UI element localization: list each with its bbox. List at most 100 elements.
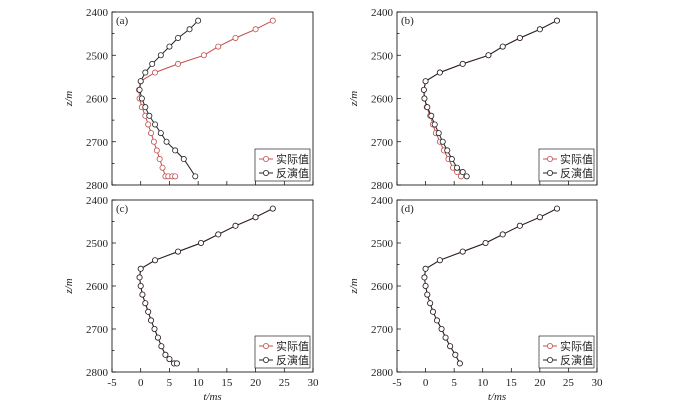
data-point	[442, 334, 449, 341]
y-tick-label: 2700	[371, 324, 394, 336]
y-tick-label: 2500	[86, 238, 109, 250]
x-tick-label: 10	[193, 377, 205, 389]
data-point	[137, 282, 144, 289]
legend-label: 反演值	[560, 353, 593, 367]
y-tick-label: 2600	[86, 281, 109, 293]
data-point	[420, 86, 427, 93]
data-point	[482, 239, 489, 246]
data-point	[159, 164, 166, 171]
y-tick-label: 2600	[86, 94, 109, 106]
y-tick-label: 2600	[371, 94, 394, 106]
data-point	[200, 52, 207, 59]
data-point	[137, 78, 144, 85]
data-point	[154, 334, 161, 341]
data-point	[554, 205, 561, 212]
y-tick-label: 2500	[371, 50, 394, 62]
data-point	[215, 231, 222, 238]
data-point	[459, 169, 466, 176]
legend-box	[538, 148, 595, 182]
x-tick-label: 15	[506, 377, 518, 389]
data-point	[142, 69, 149, 76]
data-point	[536, 214, 543, 221]
data-point	[269, 205, 276, 212]
data-point	[252, 214, 259, 221]
data-point	[433, 317, 440, 324]
series-line	[139, 208, 274, 364]
data-point	[136, 274, 143, 281]
x-tick-label: 10	[477, 377, 489, 389]
data-point	[145, 308, 152, 315]
data-point	[431, 121, 438, 128]
panel-label: (d)	[401, 203, 414, 215]
data-point	[435, 130, 442, 137]
panel-label: (a)	[116, 15, 129, 27]
y-tick-label: 2800	[371, 367, 394, 379]
data-point	[139, 291, 146, 298]
data-point	[137, 265, 144, 272]
data-point	[145, 121, 152, 128]
data-point	[148, 130, 155, 137]
data-point	[232, 34, 239, 41]
x-tick-label: 5	[167, 377, 173, 389]
x-tick-label: 20	[250, 377, 262, 389]
y-axis-label: z/m	[63, 91, 75, 107]
x-tick-label: 5	[451, 377, 457, 389]
legend-label: 实际值	[560, 339, 593, 353]
data-point	[148, 317, 155, 324]
legend-swatch-marker	[262, 356, 269, 363]
data-point	[138, 95, 145, 102]
x-tick-label: 30	[592, 377, 604, 389]
y-tick-label: 2800	[86, 180, 109, 192]
data-point	[175, 34, 182, 41]
y-tick-label: 2500	[371, 238, 394, 250]
data-point	[136, 86, 143, 93]
data-point	[459, 60, 466, 67]
legend-swatch-marker	[547, 169, 554, 176]
data-point	[427, 300, 434, 307]
data-point	[151, 325, 158, 332]
data-point	[428, 112, 435, 119]
data-point	[438, 325, 445, 332]
data-point	[232, 222, 239, 229]
data-point	[485, 52, 492, 59]
legend-swatch-marker	[547, 356, 554, 363]
data-point	[192, 173, 199, 180]
data-point	[157, 52, 164, 59]
data-point	[421, 95, 428, 102]
legend-label: 实际值	[276, 339, 309, 353]
legend-label: 反演值	[276, 166, 309, 180]
data-point	[463, 173, 470, 180]
x-tick-label: 25	[279, 377, 291, 389]
y-tick-label: 2500	[86, 50, 109, 62]
data-point	[447, 343, 454, 350]
x-tick-label: 15	[221, 377, 233, 389]
data-point	[554, 17, 561, 24]
data-point	[156, 156, 163, 163]
legend-swatch-marker	[262, 155, 269, 162]
data-point	[516, 222, 523, 229]
data-point	[198, 239, 205, 246]
data-point	[173, 360, 180, 367]
legend-box	[254, 335, 311, 369]
data-point	[195, 17, 202, 24]
legend-box	[538, 335, 595, 369]
y-tick-label: 2700	[86, 137, 109, 149]
data-point	[142, 300, 149, 307]
y-tick-label: 2600	[371, 281, 394, 293]
y-axis-label: z/m	[348, 278, 360, 294]
data-point	[424, 291, 431, 298]
data-point	[162, 351, 169, 358]
data-point	[422, 265, 429, 272]
data-point	[149, 60, 156, 67]
y-axis-label: z/m	[63, 278, 75, 294]
data-point	[269, 17, 276, 24]
data-point	[166, 356, 173, 363]
data-point	[444, 147, 451, 154]
y-tick-label: 2400	[371, 7, 394, 19]
legend-swatch-marker	[262, 342, 269, 349]
data-point	[452, 351, 459, 358]
data-point	[456, 360, 463, 367]
data-point	[459, 248, 466, 255]
data-point	[252, 26, 259, 33]
